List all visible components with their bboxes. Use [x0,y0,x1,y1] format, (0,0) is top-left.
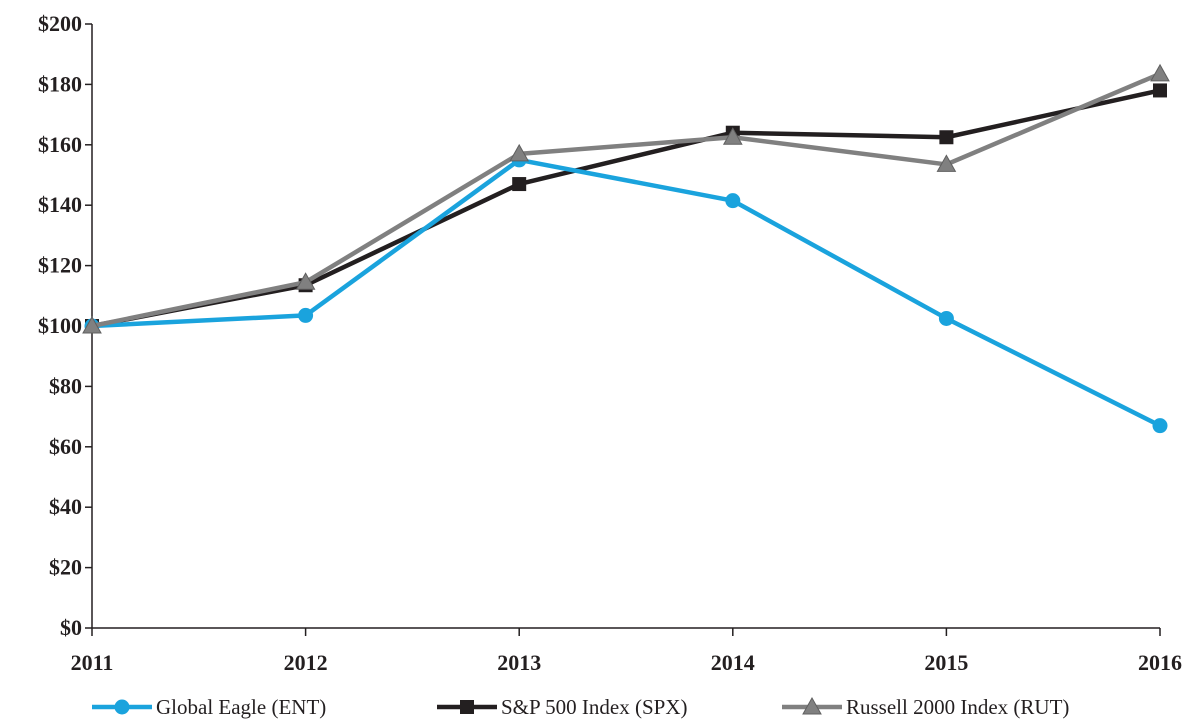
data-point [295,272,316,290]
x-tick-label: 2014 [711,650,755,675]
data-point [936,154,957,172]
y-tick-label: $40 [49,494,82,519]
data-point [722,127,743,145]
x-tick-label: 2016 [1138,650,1182,675]
y-tick-label: $20 [49,555,82,580]
x-ticks: 2011 2012 2013 2014 2015 2016 [71,628,1182,675]
legend-item: Global Eagle (ENT) [92,695,326,719]
data-point [1153,83,1167,98]
y-ticks: $0 $20 $40 $60 $80 $100 $120 $140 $160 $180 $200 [38,11,92,640]
y-tick-label: $120 [38,253,82,278]
axes [91,24,1160,629]
y-tick-label: $60 [49,434,82,459]
y-tick-label: $0 [60,615,82,640]
y-tick-label: $200 [38,11,82,36]
series-line [91,88,1161,329]
x-tick-label: 2011 [71,650,114,675]
legend: Global Eagle (ENT) S&P 500 Index (SPX) Rus… [92,695,1069,719]
y-tick-label: $140 [38,192,82,217]
series-triangle [82,63,1170,334]
data-point [298,307,314,323]
y-tick-label: $180 [38,71,82,96]
y-tick-label: $80 [49,373,82,398]
x-tick-label: 2015 [924,650,968,675]
data-point [509,143,530,162]
data-point [82,315,102,334]
legend-marker [114,699,130,715]
legend-marker [460,700,474,714]
data-point [1152,418,1168,434]
series-line [91,71,1161,329]
data-point [1150,63,1170,82]
data-point [512,177,527,192]
data-point [939,130,954,145]
y-tick-label: $160 [38,132,82,157]
data-point [725,193,741,209]
series-layer [82,63,1170,434]
legend-item: S&P 500 Index (SPX) [437,695,688,719]
legend-label: S&P 500 Index (SPX) [501,695,688,719]
legend-marker [802,696,822,715]
y-tick-label: $100 [38,313,82,338]
x-tick-label: 2012 [284,650,328,675]
legend-item: Russell 2000 Index (RUT) [782,695,1069,719]
x-tick-label: 2013 [497,650,541,675]
legend-label: Russell 2000 Index (RUT) [846,695,1069,719]
data-point [938,310,954,326]
legend-label: Global Eagle (ENT) [156,695,326,719]
series-line [91,157,1162,428]
